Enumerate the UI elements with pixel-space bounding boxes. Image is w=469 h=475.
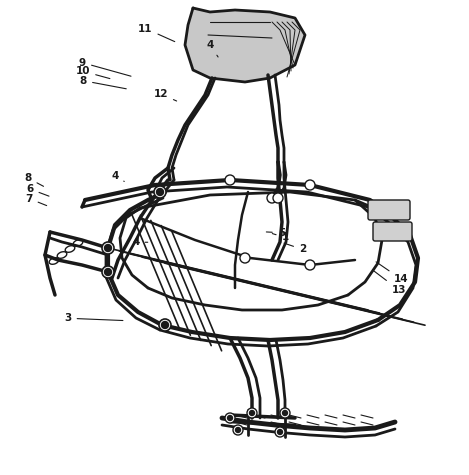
Circle shape: [227, 416, 233, 420]
Circle shape: [273, 193, 283, 203]
FancyBboxPatch shape: [373, 222, 412, 241]
Circle shape: [233, 425, 243, 435]
Text: 5: 5: [266, 228, 285, 238]
Text: 8: 8: [80, 76, 126, 89]
Circle shape: [157, 189, 164, 196]
Circle shape: [247, 408, 257, 418]
Text: 9: 9: [79, 57, 131, 76]
Text: 4: 4: [132, 237, 148, 247]
Circle shape: [235, 428, 241, 433]
Text: 10: 10: [76, 66, 110, 78]
Circle shape: [154, 186, 166, 198]
Circle shape: [105, 268, 112, 276]
Polygon shape: [185, 8, 305, 82]
Text: 6: 6: [26, 184, 49, 196]
Text: 1: 1: [272, 232, 289, 243]
Circle shape: [250, 410, 255, 416]
Text: 3: 3: [64, 313, 123, 323]
Circle shape: [282, 410, 287, 416]
Text: 14: 14: [376, 262, 409, 285]
Circle shape: [278, 429, 282, 435]
Circle shape: [102, 242, 114, 254]
Text: 4: 4: [111, 171, 124, 181]
Circle shape: [305, 260, 315, 270]
Text: 13: 13: [373, 270, 406, 295]
Text: 11: 11: [138, 23, 175, 42]
Circle shape: [267, 193, 277, 203]
Circle shape: [161, 322, 168, 329]
Circle shape: [225, 413, 235, 423]
Text: 8: 8: [24, 173, 44, 186]
FancyBboxPatch shape: [368, 200, 410, 220]
Circle shape: [105, 245, 112, 251]
Circle shape: [240, 253, 250, 263]
Circle shape: [225, 175, 235, 185]
Text: 7: 7: [25, 193, 47, 206]
Text: 4: 4: [206, 40, 218, 57]
Circle shape: [280, 408, 290, 418]
Circle shape: [102, 266, 114, 278]
Circle shape: [159, 319, 171, 331]
Text: 12: 12: [154, 89, 177, 101]
Text: 2: 2: [284, 243, 306, 255]
Circle shape: [275, 427, 285, 437]
Circle shape: [305, 180, 315, 190]
